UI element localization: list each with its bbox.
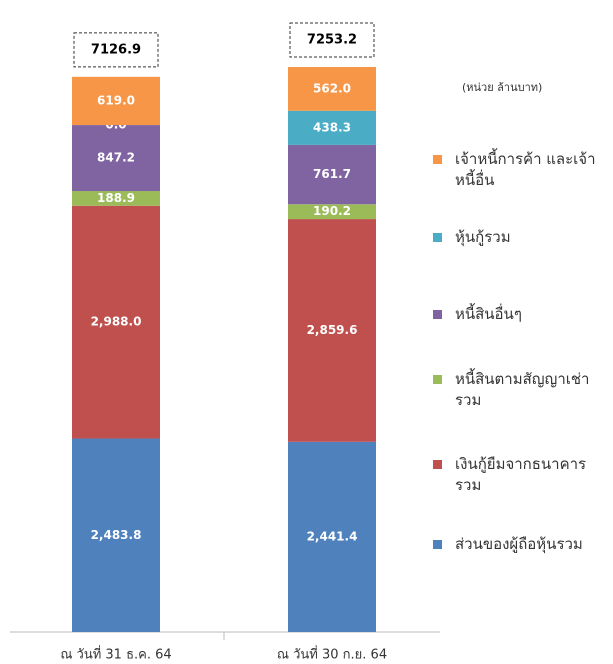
bar-segment xyxy=(288,67,376,111)
bar-segment xyxy=(288,204,376,220)
legend-label: หนี้สินตามสัญญาเช่ารวม xyxy=(455,370,590,409)
total-label: 7253.2 xyxy=(307,33,357,48)
legend-swatch xyxy=(433,375,442,384)
bar-segment xyxy=(288,110,376,145)
legend-label: หุ้นกู้รวม xyxy=(455,228,511,246)
bar-segment xyxy=(72,438,160,632)
total-box xyxy=(289,22,375,58)
x-tick-label: ณ วันที่ 31 ธ.ค. 64 xyxy=(60,646,171,663)
data-label: 2,988.0 xyxy=(91,315,142,329)
bar-segment xyxy=(72,205,160,439)
legend-swatch xyxy=(433,460,442,469)
legend-swatch xyxy=(433,155,442,164)
legend-label: เงินกู้ยืมจากธนาคารรวม xyxy=(455,455,587,494)
legend-label: หนี้สินอื่นๆ xyxy=(455,305,522,323)
legend-swatch xyxy=(433,233,442,242)
total-box xyxy=(73,32,159,68)
legend-swatch xyxy=(433,310,442,319)
bar-segment xyxy=(72,76,160,126)
data-label: 847.2 xyxy=(97,151,135,165)
bar-segment xyxy=(288,219,376,442)
bar-segment xyxy=(72,191,160,206)
data-label: 190.2 xyxy=(313,204,351,218)
data-label: 2,483.8 xyxy=(91,528,142,542)
data-label: 619.0 xyxy=(97,93,135,107)
data-label: 438.3 xyxy=(313,120,351,134)
total-label: 7126.9 xyxy=(91,42,141,57)
data-label: 761.7 xyxy=(313,167,351,181)
data-label: 2,441.4 xyxy=(307,529,358,543)
legend-label: ส่วนของผู้ถือหุ้นรวม xyxy=(455,535,583,553)
bar-segment xyxy=(72,125,160,192)
data-label: 2,859.6 xyxy=(307,323,358,337)
data-label: 188.9 xyxy=(97,191,135,205)
legend-label: เจ้าหนี้การค้า และเจ้าหนี้อื่น xyxy=(455,150,596,189)
bar-segment xyxy=(288,144,376,205)
x-tick-label: ณ วันที่ 30 ก.ย. 64 xyxy=(277,646,387,663)
legend-swatch xyxy=(433,540,442,549)
data-label: 562.0 xyxy=(313,81,351,95)
bar-segment xyxy=(288,441,376,632)
unit-note: (หน่วย ล้านบาท) xyxy=(462,81,542,94)
